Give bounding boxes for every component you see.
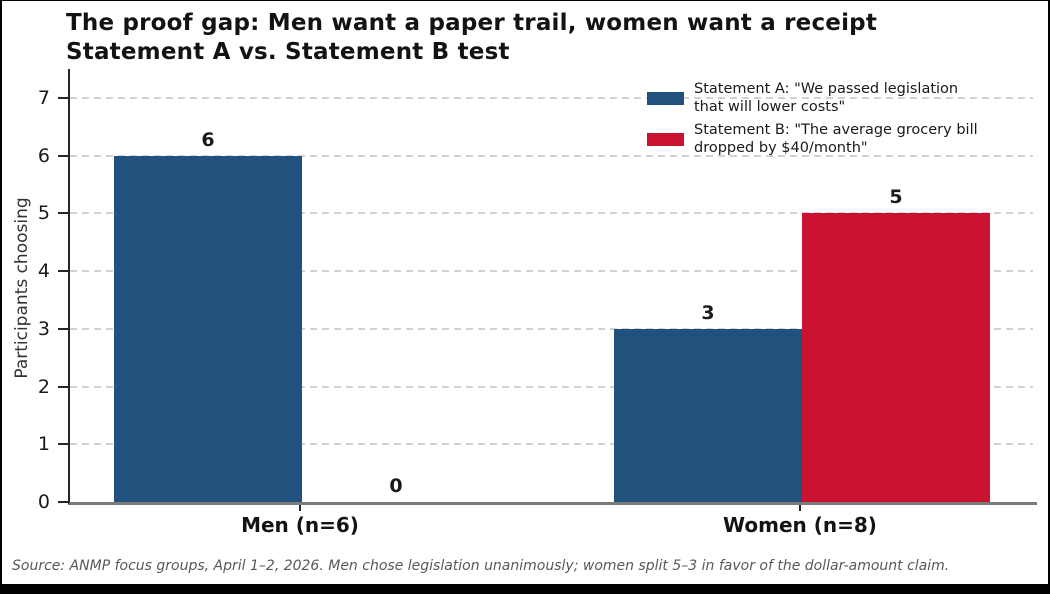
y-tick-label-3: 3 — [37, 317, 50, 340]
legend-label-line: that will lower costs" — [694, 99, 846, 115]
gridline-4 — [70, 270, 1033, 273]
gridline-2 — [70, 385, 1033, 388]
bar-men-n-6-statement-a — [114, 155, 302, 502]
gridline-3 — [70, 327, 1033, 330]
legend-label-1: Statement A: "We passed legislation that … — [694, 80, 958, 116]
legend-swatch-1 — [647, 91, 684, 105]
legend-label-line: Statement A: "We passed legislation — [694, 81, 959, 97]
bar-women-n-8-statement-b — [802, 213, 990, 502]
y-tick-mark-4 — [58, 270, 68, 273]
y-tick-label-6: 6 — [37, 144, 50, 167]
legend-swatch-2 — [647, 132, 684, 146]
y-tick-label-1: 1 — [37, 433, 50, 456]
bar-value-label-women-n-8-statement-b: 5 — [889, 186, 903, 209]
gridline-7 — [70, 96, 1033, 99]
chart-title-line2: Statement A vs. Statement B test — [66, 39, 510, 65]
chart-title-line1: The proof gap: Men want a paper trail, w… — [66, 10, 878, 36]
y-tick-label-7: 7 — [37, 86, 50, 109]
legend-label-line: Statement B: "The average grocery bill — [694, 122, 978, 138]
chart-title: The proof gap: Men want a paper trail, w… — [66, 9, 877, 67]
legend-label-2: Statement B: "The average grocery bill dr… — [694, 121, 978, 157]
bar-women-n-8-statement-a — [614, 328, 802, 502]
bar-value-label-men-n-6-statement-a: 6 — [201, 128, 215, 151]
x-tick-mark-men-n-6 — [299, 505, 301, 511]
plot-area: 6 0 3 5 — [68, 69, 1037, 505]
x-tick-label-men-n-6: Men (n=6) — [241, 513, 359, 537]
x-tick-mark-women-n-8 — [799, 505, 801, 511]
x-tick-label-women-n-8: Women (n=8) — [723, 513, 877, 537]
source-note: Source: ANMP focus groups, April 1–2, 20… — [12, 558, 950, 574]
gridline-1 — [70, 443, 1033, 446]
legend-label-line: dropped by $40/month" — [694, 140, 868, 156]
y-tick-mark-3 — [58, 327, 68, 330]
y-tick-mark-7 — [58, 96, 68, 99]
bar-value-label-women-n-8-statement-a: 3 — [701, 301, 715, 324]
y-tick-mark-2 — [58, 385, 68, 388]
y-tick-mark-6 — [58, 154, 68, 157]
y-tick-label-4: 4 — [37, 260, 50, 283]
y-tick-label-2: 2 — [37, 375, 50, 398]
bar-value-label-men-n-6-statement-b: 0 — [389, 475, 403, 497]
y-tick-label-5: 5 — [37, 202, 50, 225]
y-tick-mark-5 — [58, 212, 68, 215]
y-tick-mark-1 — [58, 443, 68, 446]
legend-item-2: Statement B: "The average grocery bill dr… — [647, 121, 978, 157]
gridline-5 — [70, 212, 1033, 215]
legend: Statement A: "We passed legislation that … — [647, 80, 978, 162]
y-tick-mark-0 — [58, 501, 68, 503]
legend-item-1: Statement A: "We passed legislation that … — [647, 80, 978, 116]
y-tick-label-0: 0 — [37, 491, 50, 513]
gridline-6 — [70, 154, 1033, 157]
